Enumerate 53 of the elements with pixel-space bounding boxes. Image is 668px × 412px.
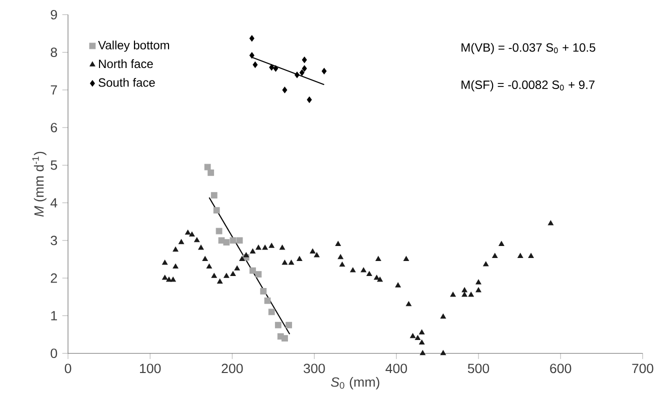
point <box>249 35 254 42</box>
x-tick-label: 200 <box>222 364 243 374</box>
point <box>210 192 218 198</box>
x-tick-label: 400 <box>386 364 407 374</box>
point <box>216 228 222 234</box>
x-tick-label: 600 <box>550 364 572 374</box>
point <box>260 288 267 294</box>
point <box>300 69 304 76</box>
y-tick-label: 0 <box>50 348 58 358</box>
point <box>273 65 278 72</box>
point <box>274 322 282 328</box>
point <box>264 297 271 304</box>
y-tick-label: 7 <box>50 85 57 95</box>
point <box>213 207 220 214</box>
point <box>255 271 262 278</box>
y-tick-label: 3 <box>50 236 58 246</box>
annotation: M(VB) = -0.037 S$_{0}$ + 10.5 <box>462 42 596 54</box>
point <box>269 64 274 71</box>
point <box>250 267 256 274</box>
point <box>322 68 327 74</box>
x-tick-label: 100 <box>140 364 161 374</box>
point <box>306 96 312 103</box>
y-tick-label: 2 <box>50 273 57 283</box>
y-axis-title: M (mm d$^{-1}$) <box>32 152 46 217</box>
point <box>252 62 258 68</box>
point <box>223 239 230 246</box>
y-tick-label: 6 <box>50 122 58 132</box>
point <box>230 237 236 244</box>
x-tick-label: 300 <box>304 364 325 374</box>
point <box>236 237 243 244</box>
point <box>208 170 214 176</box>
legend-label: South face <box>98 78 155 87</box>
point <box>204 164 211 170</box>
y-tick-label: 5 <box>50 160 58 170</box>
x-tick-label: 700 <box>632 364 654 374</box>
x-tick-label: 500 <box>468 364 490 374</box>
point <box>268 308 275 316</box>
point <box>294 72 300 78</box>
y-tick-label: 8 <box>50 48 58 58</box>
legend-label: Valley bottom <box>98 40 170 52</box>
point <box>302 65 307 72</box>
annotation: M(SF) = -0.0082 S$_{0}$ + 9.7 <box>462 80 594 92</box>
point <box>249 52 254 59</box>
point <box>302 56 307 64</box>
legend-label: North face <box>99 59 153 68</box>
x-tick-label: 0 <box>64 364 72 374</box>
y-tick-label: 9 <box>50 10 57 20</box>
x-axis-title: S$_{0}$ (mm) <box>330 376 380 390</box>
point <box>282 335 288 342</box>
point <box>286 322 292 328</box>
y-tick-label: 4 <box>50 198 58 208</box>
point <box>282 86 288 94</box>
y-tick-label: 1 <box>51 311 57 320</box>
